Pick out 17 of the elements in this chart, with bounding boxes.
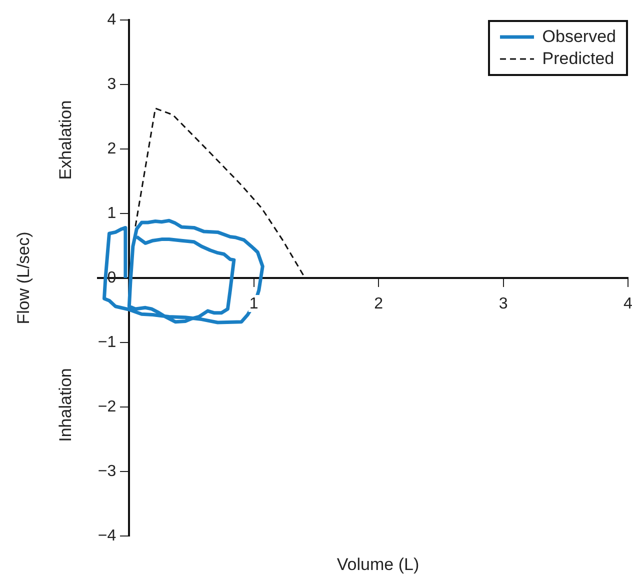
y-tick-label: −1 <box>98 334 116 351</box>
x-tick-label: 2 <box>374 295 384 312</box>
x-tick-label: 4 <box>624 295 632 312</box>
y-tick-label: −2 <box>98 398 116 416</box>
y-tick-label: 1 <box>107 204 116 222</box>
y-tick-label: −4 <box>98 527 116 544</box>
y-tick-label: 4 <box>107 11 116 28</box>
x-axis-title: Volume (L) <box>336 555 420 575</box>
x-tick-label: 3 <box>498 295 508 312</box>
legend-label: Predicted <box>542 48 614 70</box>
y-axis-title: Flow (L/sec) <box>14 232 34 324</box>
text: Inhalation <box>56 368 76 442</box>
y-tick-label: 3 <box>107 76 116 93</box>
y-tick-label: 2 <box>107 140 116 158</box>
y-tick-label: −3 <box>98 462 116 480</box>
text: Exhalation <box>56 100 76 180</box>
legend-label: Observed <box>542 26 616 48</box>
